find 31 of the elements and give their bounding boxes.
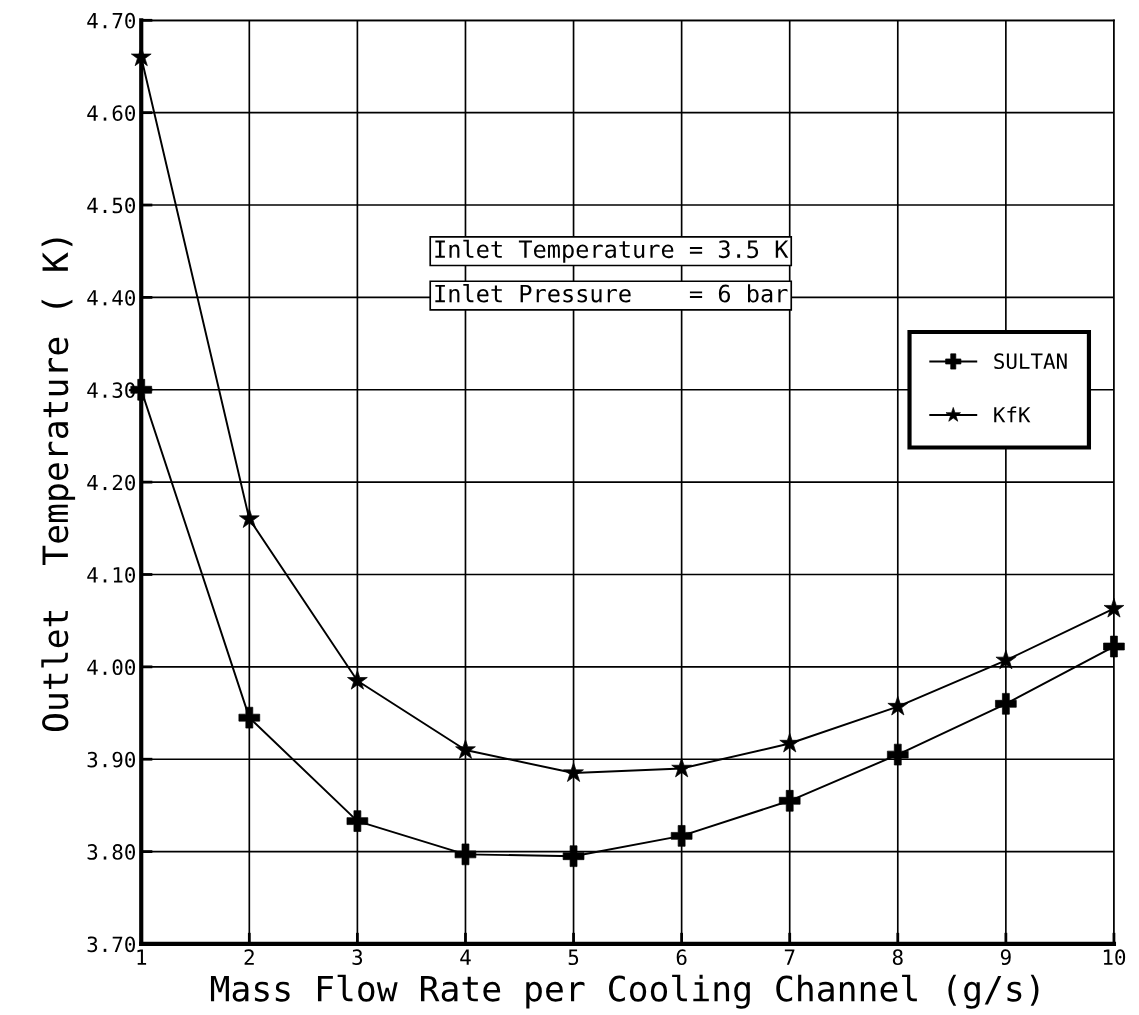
- y-tick-label: 4.00: [87, 659, 136, 676]
- y-tick-label: 4.20: [87, 474, 136, 491]
- y-tick-label: 4.60: [87, 105, 136, 121]
- point: [562, 845, 585, 867]
- point: [346, 810, 369, 832]
- x-tick-label: 6: [676, 949, 687, 966]
- x-tick-label: 9: [1000, 949, 1011, 966]
- legend-label: KfK: [994, 406, 1031, 423]
- annotation: Inlet Temperature = 3.5 K: [435, 239, 789, 263]
- y-tick-label: 3.70: [87, 936, 136, 953]
- x-tick-label: 5: [568, 949, 579, 966]
- point: [238, 706, 261, 729]
- annotation: Inlet Pressure = 6 bar: [435, 284, 788, 303]
- y-tick-label: 4.50: [87, 197, 136, 214]
- y-axis-title: Outlet Temperature ( K): [41, 238, 76, 731]
- x-tick-label: 8: [892, 949, 903, 966]
- point: [778, 790, 801, 812]
- point: [995, 693, 1017, 715]
- x-tick-label: 2: [244, 949, 254, 965]
- y-tick-label: 4.40: [87, 289, 136, 306]
- x-tick-label: 4: [460, 949, 471, 965]
- x-tick-label: 7: [784, 949, 795, 965]
- x-tick-label: 3: [352, 949, 363, 966]
- y-tick-label: 3.90: [87, 751, 136, 768]
- x-tick-label: 10: [1103, 949, 1126, 966]
- y-tick-label: 4.70: [87, 12, 136, 29]
- legend-label: SULTAN: [994, 353, 1067, 370]
- x-tick-label: 1: [137, 949, 147, 965]
- x-axis-title: Mass Flow Rate per Cooling Channel (g/s): [210, 974, 1039, 1009]
- y-tick-label: 4.10: [87, 567, 136, 583]
- y-tick-label: 3.80: [87, 844, 136, 860]
